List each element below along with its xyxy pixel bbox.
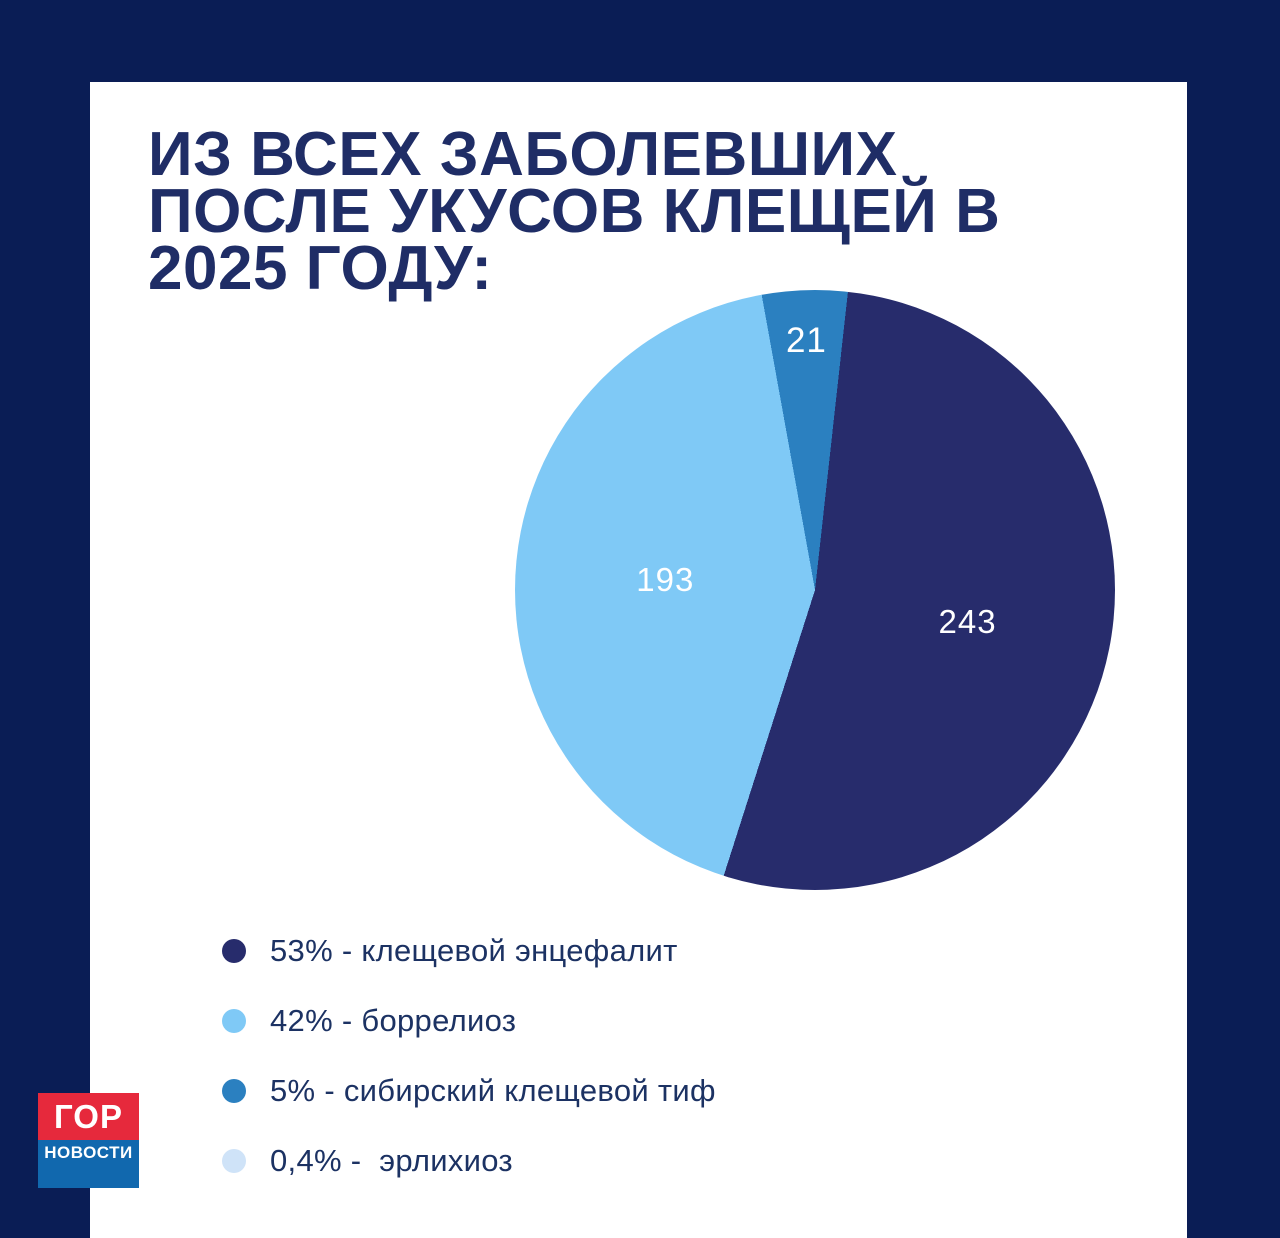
- legend-label-encephalitis: 53% - клещевой энцефалит: [270, 933, 678, 968]
- title-line-2: ПОСЛЕ УКУСОВ КЛЕЩЕЙ В: [148, 177, 1001, 246]
- logo-novosti-block: НОВОСТИ: [38, 1140, 139, 1188]
- title-line-1: ИЗ ВСЕХ ЗАБОЛЕВШИХ: [148, 120, 898, 189]
- legend: 53% - клещевой энцефалит 42% - боррелиоз…: [222, 933, 716, 1214]
- legend-item-ehrlichiosis: 0,4% - эрлихиоз: [222, 1143, 716, 1178]
- legend-label-ehrlichiosis: 0,4% - эрлихиоз: [270, 1143, 513, 1178]
- pie-value-label-encephalitis: 243: [938, 603, 997, 641]
- gornovosti-logo: ГОР НОВОСТИ: [38, 1093, 139, 1188]
- title-line-3: 2025 ГОДУ:: [148, 234, 493, 303]
- infographic-card: ИЗ ВСЕХ ЗАБОЛЕВШИХ ПОСЛЕ УКУСОВ КЛЕЩЕЙ В…: [90, 82, 1187, 1238]
- legend-label-borreliosis: 42% - боррелиоз: [270, 1003, 517, 1038]
- legend-item-typhus: 5% - сибирский клещевой тиф: [222, 1073, 716, 1108]
- pie-chart: 243 193 21: [515, 290, 1115, 890]
- pie-value-label-typhus: 21: [785, 321, 827, 361]
- page-title: ИЗ ВСЕХ ЗАБОЛЕВШИХ ПОСЛЕ УКУСОВ КЛЕЩЕЙ В…: [148, 120, 1001, 303]
- legend-dot-ehrlichiosis-icon: [222, 1149, 246, 1173]
- legend-dot-borreliosis-icon: [222, 1009, 246, 1033]
- legend-dot-encephalitis-icon: [222, 939, 246, 963]
- legend-item-encephalitis: 53% - клещевой энцефалит: [222, 933, 716, 968]
- legend-label-typhus: 5% - сибирский клещевой тиф: [270, 1073, 716, 1108]
- pie-value-label-borreliosis: 193: [636, 561, 695, 599]
- legend-dot-typhus-icon: [222, 1079, 246, 1103]
- legend-item-borreliosis: 42% - боррелиоз: [222, 1003, 716, 1038]
- logo-gor-block: ГОР: [38, 1093, 139, 1140]
